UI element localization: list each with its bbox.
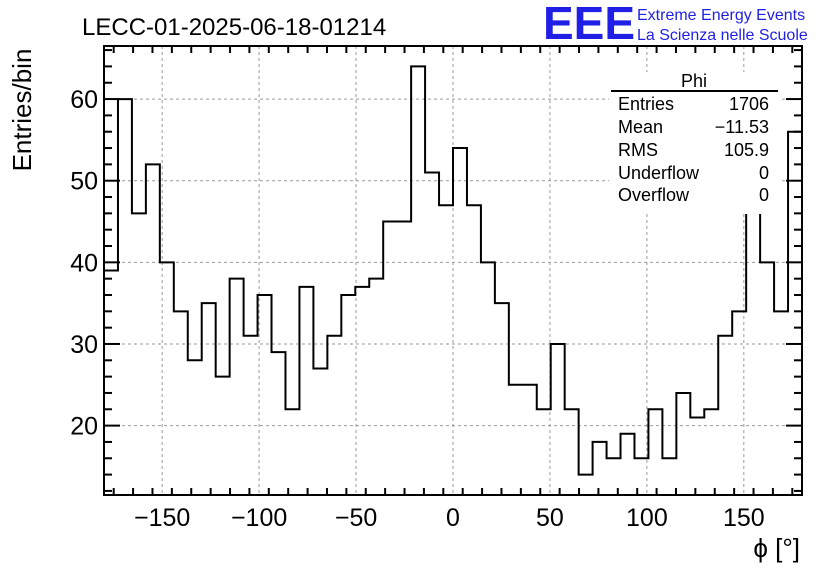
y-tick-label: 60 (70, 86, 98, 114)
histogram-bin (676, 393, 690, 495)
histogram-bin (467, 205, 481, 495)
y-tick-label: 20 (70, 413, 98, 441)
histogram-bin (579, 475, 593, 495)
x-tick-label: 150 (723, 504, 765, 532)
stats-label-entries: Entries (618, 94, 674, 114)
stats-label-mean: Mean (618, 117, 663, 137)
histogram-bin (230, 279, 244, 495)
stats-value-underflow: 0 (759, 163, 769, 183)
x-tick-label: −50 (335, 504, 377, 532)
histogram-bin (523, 385, 537, 495)
histogram-bin (355, 287, 369, 495)
y-tick-label: 30 (70, 331, 98, 359)
y-tick-label: 50 (70, 168, 98, 196)
x-tick-label: −100 (231, 504, 287, 532)
histogram-bin (551, 344, 565, 495)
x-axis-label: ϕ [°] (753, 533, 800, 563)
histogram-bin (732, 311, 746, 495)
histogram-bin (383, 222, 397, 495)
x-tick-label: −150 (134, 504, 190, 532)
histogram-bin (272, 352, 286, 495)
histogram-bin (509, 385, 523, 495)
stats-box: Phi Entries 1706 Mean −11.53 RMS 105.9 U… (609, 71, 779, 214)
histogram-bin (397, 222, 411, 495)
histogram-bin (132, 213, 146, 495)
histogram-bin (593, 442, 607, 495)
histogram-bin (439, 205, 453, 495)
histogram-bin (411, 66, 425, 495)
histogram-bin (788, 132, 802, 495)
x-tick-label: 0 (446, 504, 460, 532)
histogram-bin (244, 336, 258, 495)
stats-box-background (609, 72, 779, 214)
histogram-bin (760, 262, 774, 495)
histogram-bin (774, 311, 788, 495)
histogram-bin (425, 173, 439, 495)
histogram-bin (565, 409, 579, 495)
histogram-bin (160, 262, 174, 495)
tick-labels: −150 −100 −50 0 50 100 150 20 30 40 50 60 (70, 86, 765, 532)
histogram-bin (174, 311, 188, 495)
x-tick-label: 50 (536, 504, 564, 532)
org-name-line1: Extreme Energy Events (637, 7, 805, 24)
histogram-bin (704, 409, 718, 495)
histogram-bin (341, 295, 355, 495)
run-title: LECC-01-2025-06-18-01214 (82, 14, 386, 41)
y-axis-label: Entries/bin (7, 49, 37, 172)
stats-value-overflow: 0 (759, 185, 769, 205)
histogram-bin (118, 99, 132, 495)
stats-label-underflow: Underflow (618, 163, 700, 183)
axis-ticks (104, 46, 802, 495)
histogram-bin (648, 409, 662, 495)
histogram-outline (104, 65, 802, 476)
histogram-bin (481, 262, 495, 495)
histogram-bin (313, 368, 327, 495)
stats-title: Phi (681, 71, 707, 91)
y-tick-label: 40 (70, 249, 98, 277)
org-name-line2: La Scienza nelle Scuole (637, 27, 808, 44)
histogram-bin (621, 434, 635, 495)
histogram-bin (216, 377, 230, 495)
histogram-bin (746, 205, 760, 495)
histogram-bin (104, 271, 118, 496)
plot-frame (103, 45, 803, 496)
histogram-bin (202, 303, 216, 495)
stats-value-rms: 105.9 (724, 140, 769, 160)
stats-label-rms: RMS (618, 140, 658, 160)
histogram-bin (537, 409, 551, 495)
x-tick-label: 100 (626, 504, 668, 532)
histogram-bin (285, 409, 299, 495)
stats-label-overflow: Overflow (618, 185, 690, 205)
stats-value-mean: −11.53 (715, 117, 769, 137)
histogram-bin (662, 458, 676, 495)
histogram-bin (495, 303, 509, 495)
histogram-bin (718, 336, 732, 495)
histogram-bin (258, 295, 272, 495)
histogram-bin (299, 287, 313, 495)
eee-logo: EEE (543, 0, 635, 49)
stats-value-entries: 1706 (729, 94, 769, 114)
histogram-bin (188, 360, 202, 495)
histogram-bin (369, 279, 383, 495)
histogram-bin (690, 417, 704, 495)
histogram-bin (327, 336, 341, 495)
histogram-bin (146, 164, 160, 495)
histogram-bin (453, 148, 467, 495)
